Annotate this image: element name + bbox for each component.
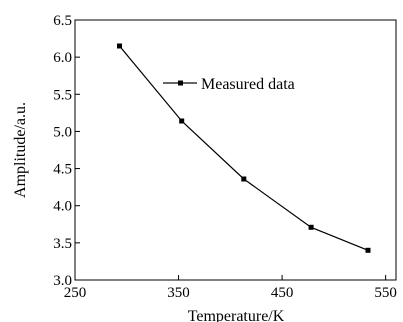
y-tick-label: 4.5 [53,162,72,178]
x-tick-label: 250 [64,285,87,301]
legend-label: Measured data [201,76,295,93]
x-tick-label: 550 [374,285,397,301]
y-tick-label: 5.0 [53,124,72,140]
x-tick-label: 350 [167,285,190,301]
x-axis-title: Temperature/K [188,308,285,322]
y-axis-title: Amplitude/a.u. [12,102,29,198]
y-tick-label: 6.0 [53,50,72,66]
data-point [117,43,122,49]
data-point [308,224,314,230]
x-tick-label: 450 [271,285,294,301]
y-axis-ticks: 3.0 3.5 4.0 4.5 5.0 5.5 6.0 6.5 [53,13,80,289]
data-point [241,176,247,182]
legend: Measured data [163,76,295,93]
y-tick-label: 4.0 [53,199,72,215]
data-point [365,247,371,253]
data-point [179,118,185,124]
y-tick-label: 3.0 [53,273,72,289]
legend-marker [178,80,183,86]
plot-frame [74,19,397,281]
series-layer [117,43,371,253]
y-tick-label: 5.5 [53,87,72,103]
y-tick-label: 3.5 [53,236,72,252]
y-tick-label: 6.5 [53,13,72,29]
x-axis-ticks: 250 350 450 550 [64,275,397,301]
